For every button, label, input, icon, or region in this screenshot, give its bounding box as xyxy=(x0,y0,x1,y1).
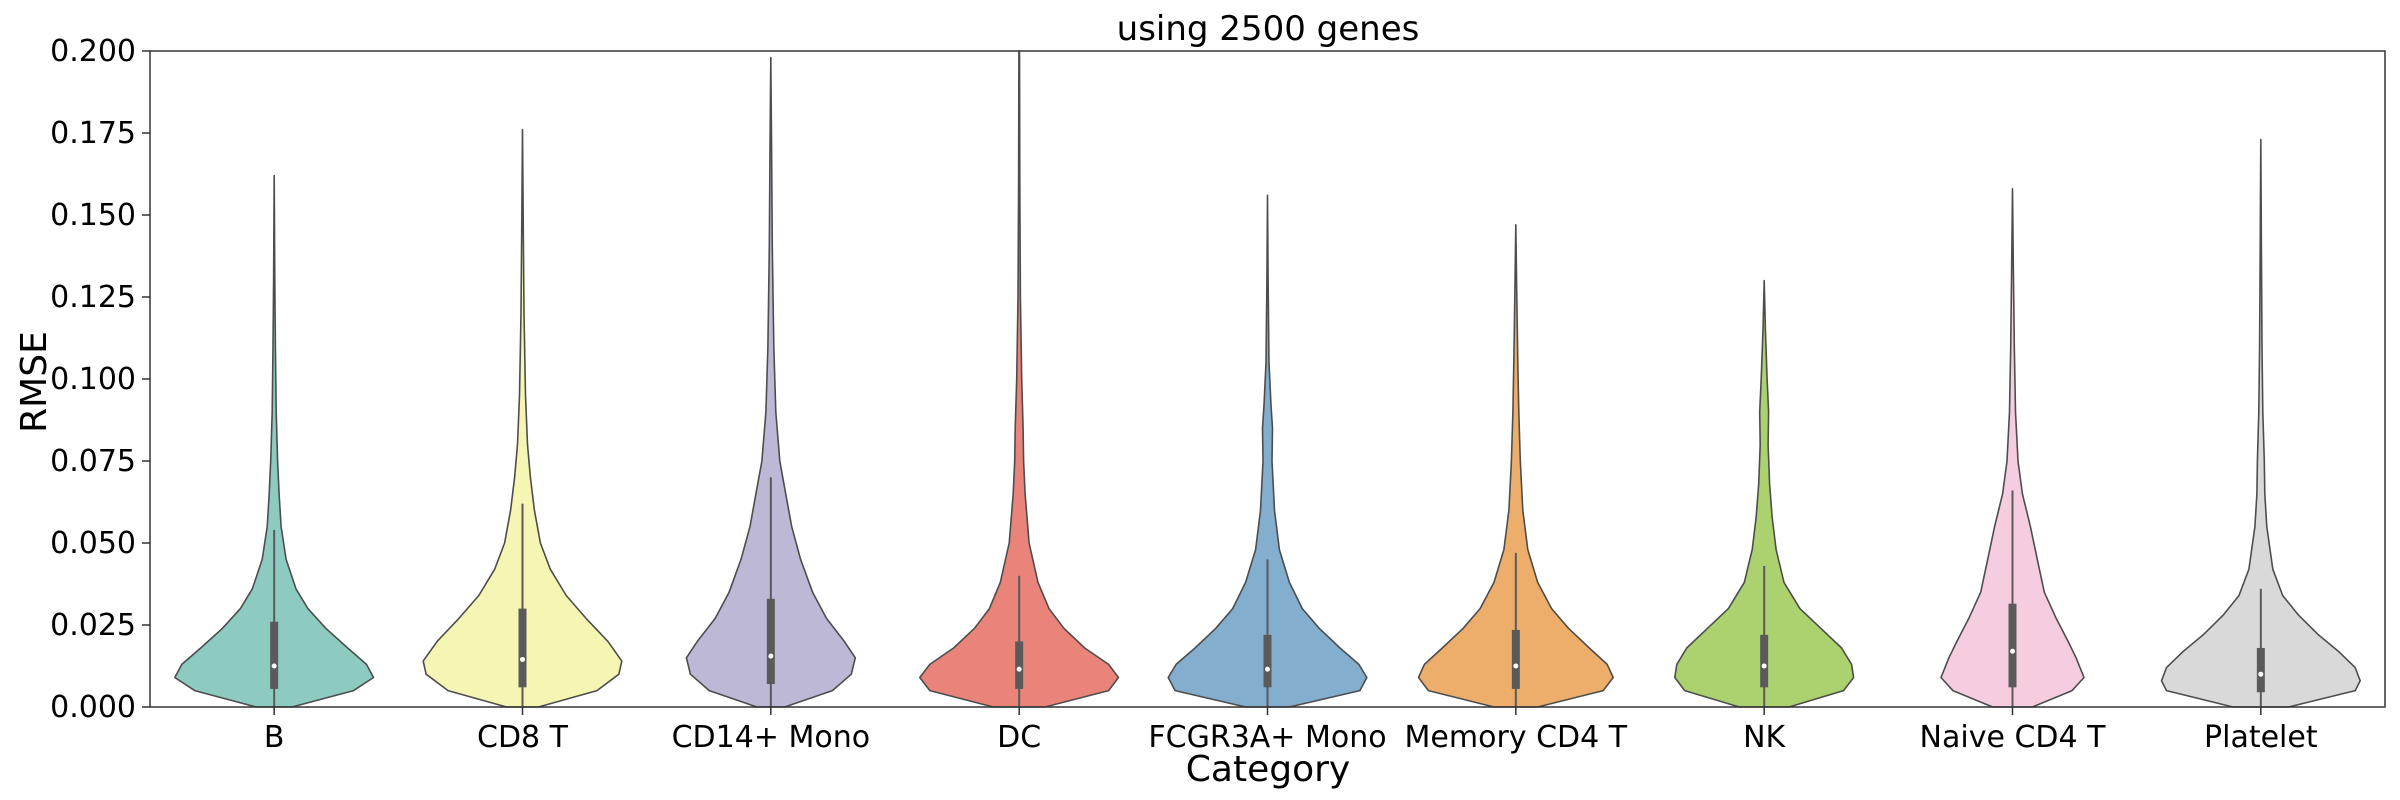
iqr-box xyxy=(2008,603,2017,688)
x-tick-label: DC xyxy=(997,720,1041,755)
iqr-box xyxy=(1015,641,1024,689)
iqr-box xyxy=(270,621,279,689)
median-point xyxy=(1016,666,1022,672)
iqr-box xyxy=(1511,629,1520,689)
iqr-box xyxy=(766,598,775,685)
y-tick-label: 0.025 xyxy=(50,608,136,643)
violin-8 xyxy=(2160,138,2361,708)
median-point xyxy=(2010,648,2015,654)
y-axis: 0.000 0.025 0.050 0.075 0.100 0.125 0.150 0.175… xyxy=(50,34,150,725)
median-point xyxy=(768,653,774,659)
iqr-box xyxy=(2256,647,2265,693)
y-tick-label: 0.200 xyxy=(50,34,136,69)
y-tick-label: 0.175 xyxy=(50,116,136,151)
x-tick-label: CD8 T xyxy=(477,720,569,755)
x-tick-label: Naive CD4 T xyxy=(1920,720,2107,755)
median-point xyxy=(2258,671,2264,677)
x-tick-label: Platelet xyxy=(2204,720,2318,755)
x-tick-label: NK xyxy=(1743,720,1786,755)
median-point xyxy=(1761,663,1767,669)
violin-1 xyxy=(422,128,623,708)
y-tick-label: 0.075 xyxy=(50,444,136,479)
x-tick-label: FCGR3A+ Mono xyxy=(1148,720,1386,755)
y-tick-label: 0.125 xyxy=(50,280,136,315)
x-axis: B CD8 T CD14+ Mono DC FCGR3A+ Mono Memory CD4… xyxy=(264,707,2318,755)
median-point xyxy=(520,656,525,662)
y-tick-label: 0.150 xyxy=(50,198,136,233)
chart-title: using 2500 genes xyxy=(1117,9,1420,49)
iqr-box xyxy=(1263,634,1272,688)
y-axis-label: RMSE xyxy=(14,331,55,433)
violin-4 xyxy=(1167,194,1368,708)
y-tick-label: 0.050 xyxy=(50,526,136,561)
median-point xyxy=(1265,666,1270,672)
x-tick-label: Memory CD4 T xyxy=(1405,720,1628,755)
violin-5 xyxy=(1417,224,1614,708)
violins-layer xyxy=(174,50,2361,708)
violin-7 xyxy=(1940,188,2085,708)
violin-6 xyxy=(1674,279,1855,708)
violin-2 xyxy=(685,56,857,708)
y-tick-label: 0.000 xyxy=(50,690,136,725)
median-point xyxy=(1513,663,1519,669)
y-tick-label: 0.100 xyxy=(50,362,136,397)
iqr-box xyxy=(1760,634,1769,688)
x-tick-label: B xyxy=(264,720,285,755)
violin-0 xyxy=(174,174,375,708)
x-tick-label: CD14+ Mono xyxy=(672,720,871,755)
median-point xyxy=(271,663,277,669)
x-axis-label: Category xyxy=(1186,749,1350,790)
iqr-box xyxy=(518,608,527,688)
